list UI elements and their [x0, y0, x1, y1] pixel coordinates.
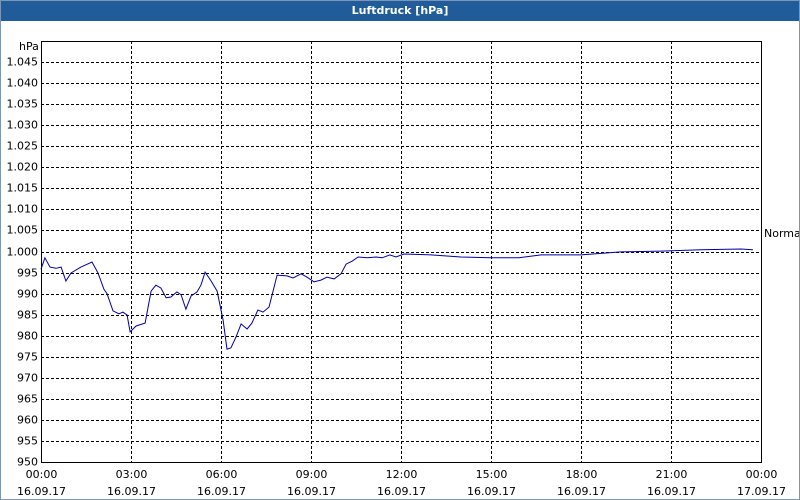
- x-tick-label: 00:00 16.09.17: [17, 468, 66, 498]
- chart-title: Luftdruck [hPa]: [1, 1, 799, 21]
- y-tick-label: 1.045: [7, 56, 39, 69]
- x-tick-label: 09:00 16.09.17: [287, 468, 336, 498]
- x-tick-label: 06:00 16.09.17: [197, 468, 246, 498]
- series-label: Normal: [764, 227, 799, 240]
- y-tick-label: 960: [17, 414, 38, 427]
- x-tick-label: 12:00 16.09.17: [377, 468, 426, 498]
- y-tick-label: 1.025: [7, 140, 39, 153]
- x-tick-label: 15:00 16.09.17: [467, 468, 516, 498]
- y-tick-label: 995: [17, 267, 38, 280]
- plot-border: [41, 41, 762, 463]
- y-tick-label: 970: [17, 372, 38, 385]
- y-tick-label: 985: [17, 309, 38, 322]
- y-tick-label: 990: [17, 288, 38, 301]
- y-tick-label: 980: [17, 330, 38, 343]
- y-tick-label: 1.015: [7, 182, 39, 195]
- y-axis-label: hPa: [19, 40, 39, 53]
- line: [40, 248, 753, 350]
- y-tick-label: 965: [17, 393, 38, 406]
- y-tick-label: 1.010: [7, 203, 39, 216]
- y-tick-label: 1.035: [7, 98, 39, 111]
- y-tick-label: 950: [17, 456, 38, 469]
- x-tick-label: 21:00 16.09.17: [647, 468, 696, 498]
- y-tick-label: 955: [17, 435, 38, 448]
- y-tick-label: 1.030: [7, 119, 39, 132]
- x-tick-label: 03:00 16.09.17: [107, 468, 156, 498]
- y-tick-label: 1.020: [7, 161, 39, 174]
- y-tick-label: 1.005: [7, 224, 39, 237]
- y-tick-label: 1.000: [7, 246, 39, 259]
- y-tick-label: 975: [17, 351, 38, 364]
- x-tick-label: 00:00 17.09.17: [737, 468, 786, 498]
- x-tick-label: 18:00 16.09.17: [557, 468, 606, 498]
- y-tick-label: 1.040: [7, 77, 39, 90]
